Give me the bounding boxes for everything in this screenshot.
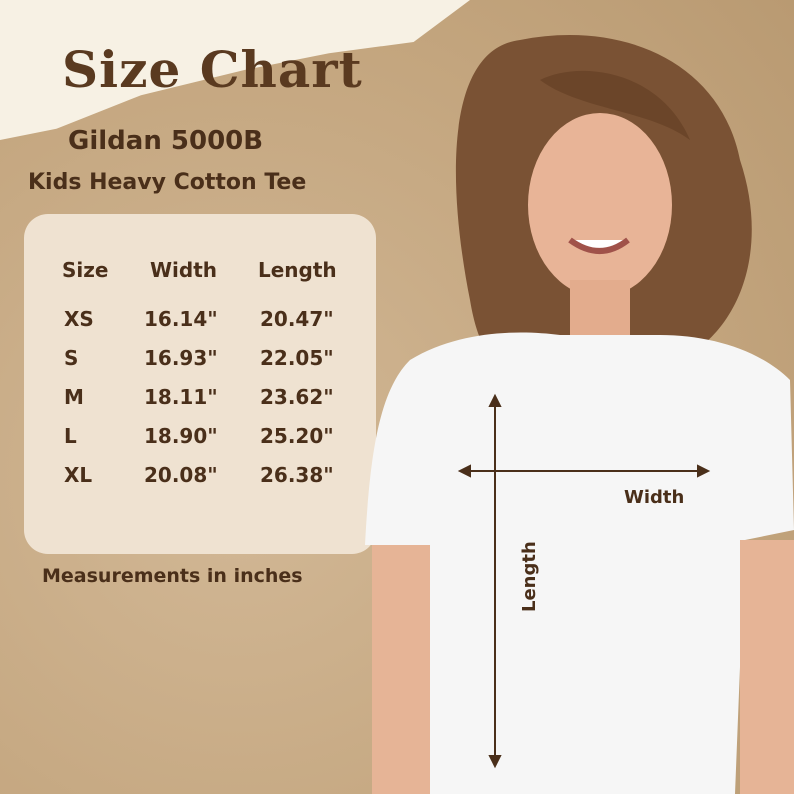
cell-size: XS: [64, 307, 94, 331]
cell-size: L: [64, 424, 77, 448]
product-name: Kids Heavy Cotton Tee: [28, 170, 307, 195]
photo-shape: [740, 540, 794, 794]
cell-size: S: [64, 346, 79, 370]
width-label: Width: [624, 487, 684, 508]
model-name: Gildan 5000B: [68, 126, 264, 156]
cell-length: 25.20": [260, 424, 334, 448]
cell-width: 16.14": [144, 307, 218, 331]
header-length: Length: [258, 258, 337, 282]
photo-shape: [488, 393, 502, 407]
cell-size: XL: [64, 463, 93, 487]
measurement-arrows: [457, 393, 711, 769]
cell-width: 20.08": [144, 463, 218, 487]
header-width: Width: [150, 258, 218, 282]
page-title: Size Chart: [62, 40, 363, 99]
cell-length: 26.38": [260, 463, 334, 487]
length-label: Length: [519, 541, 540, 612]
tshirt: [365, 332, 794, 794]
cell-size: M: [64, 385, 84, 409]
photo-shape: [570, 280, 630, 340]
cell-width: 18.11": [144, 385, 218, 409]
cell-length: 22.05": [260, 346, 334, 370]
photo-shape: [457, 464, 471, 478]
photo-shape: [372, 545, 430, 794]
photo-shape: [697, 464, 711, 478]
cell-width: 18.90": [144, 424, 218, 448]
footnote: Measurements in inches: [42, 565, 303, 587]
photo-shape: [540, 70, 690, 140]
photo-shape: [568, 237, 630, 254]
model-photo: Width Length: [365, 35, 794, 794]
header-size: Size: [62, 258, 109, 282]
face: [528, 113, 672, 297]
cell-length: 20.47": [260, 307, 334, 331]
photo-shape: [488, 755, 502, 769]
cell-length: 23.62": [260, 385, 334, 409]
size-table: Size Width Length XS 16.14" 20.47" S 16.…: [24, 214, 376, 554]
cell-width: 16.93": [144, 346, 218, 370]
